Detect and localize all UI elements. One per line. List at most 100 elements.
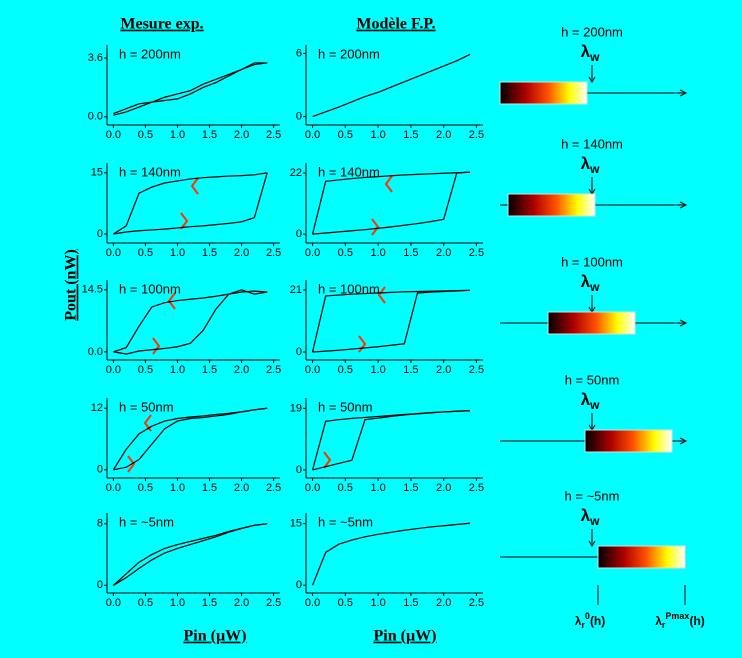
x-tick-label: 2.5	[469, 247, 484, 259]
x-tick-label: 2.0	[436, 364, 451, 376]
data-line	[313, 290, 470, 352]
x-tick-label: 1.0	[370, 247, 385, 259]
annotation: h = 50nm	[119, 399, 174, 414]
x-tick-label: 2.0	[234, 482, 249, 494]
diagram-label: h = 200nm	[561, 24, 623, 39]
suffix: (h)	[689, 614, 704, 628]
x-axis-label: Pin (µW)	[374, 628, 437, 645]
data-line	[113, 63, 267, 115]
x-tick-label: 0.0	[106, 247, 121, 259]
x-tick-label: 1.5	[403, 247, 418, 259]
resonance-label: λrPmax(h)	[655, 611, 705, 630]
x-tick-label: 2.0	[234, 364, 249, 376]
x-tick-label: 0.0	[106, 364, 121, 376]
x-tick-label: 0.5	[138, 247, 153, 259]
subscript: r	[581, 620, 585, 630]
y-tick-label: 15	[91, 167, 103, 179]
x-tick-label: 1.0	[170, 129, 185, 141]
annotation: h = ~5nm	[119, 514, 174, 529]
x-tick-label: 1.5	[202, 129, 217, 141]
x-tick-label: 2.5	[266, 364, 281, 376]
y-tick-label: 3.6	[88, 52, 103, 64]
column-header: Modèle F.P.	[356, 16, 435, 33]
y-tick-label: 12	[91, 402, 103, 414]
annotation: h = 100nm	[119, 281, 181, 296]
x-tick-label: 1.5	[403, 364, 418, 376]
resonance-label: λr0(h)	[575, 611, 606, 630]
data-line	[313, 523, 470, 585]
y-tick-label: 0	[296, 228, 302, 240]
rod	[585, 430, 672, 452]
wavelength-label: λw	[581, 272, 600, 294]
y-tick-label: 21	[290, 284, 302, 296]
rod	[598, 546, 685, 568]
x-tick-label: 0.5	[338, 129, 353, 141]
y-tick-label: 0	[97, 464, 103, 476]
y-tick-label: 0.0	[88, 111, 103, 123]
y-tick-label: 0	[296, 464, 302, 476]
x-tick-label: 0.0	[305, 364, 320, 376]
wavelength-label: λw	[581, 390, 600, 412]
x-tick-label: 1.5	[403, 597, 418, 609]
diagram-label: h = ~5nm	[565, 488, 620, 503]
x-tick-label: 0.0	[106, 597, 121, 609]
annotation: h = 50nm	[318, 399, 373, 414]
x-tick-label: 0.0	[305, 482, 320, 494]
x-tick-label: 2.0	[234, 597, 249, 609]
subscript: w	[589, 162, 600, 176]
x-tick-label: 0.5	[138, 482, 153, 494]
x-tick-label: 2.5	[266, 482, 281, 494]
data-line	[313, 54, 470, 116]
data-line	[313, 172, 470, 234]
rod	[508, 194, 595, 216]
data-line	[113, 524, 267, 586]
data-line	[313, 411, 470, 470]
figure: Mesure exp. Modèle F.P. Pout (nW) Pin (µ…	[0, 0, 742, 658]
subscript: r	[662, 620, 666, 630]
x-tick-label: 2.5	[469, 364, 484, 376]
x-tick-label: 0.5	[338, 364, 353, 376]
diagram-label: h = 140nm	[561, 136, 623, 151]
y-tick-label: 0	[97, 579, 103, 591]
x-tick-label: 1.0	[370, 129, 385, 141]
y-tick-label: 0	[296, 579, 302, 591]
y-tick-label: 0	[97, 228, 103, 240]
data-line	[313, 172, 470, 234]
x-tick-label: 0.0	[305, 597, 320, 609]
x-tick-label: 2.0	[436, 247, 451, 259]
y-axis-label: Pout (nW)	[63, 249, 80, 321]
rod	[548, 312, 635, 334]
x-tick-label: 1.5	[202, 247, 217, 259]
x-tick-label: 0.5	[138, 129, 153, 141]
y-tick-label: 0	[296, 110, 302, 122]
annotation: h = 200nm	[119, 46, 181, 61]
x-tick-label: 1.0	[170, 597, 185, 609]
superscript: Pmax	[665, 611, 689, 621]
suffix: (h)	[590, 614, 605, 628]
wavelength-label: λw	[581, 506, 600, 528]
x-tick-label: 1.5	[403, 482, 418, 494]
x-tick-label: 1.0	[170, 247, 185, 259]
data-line	[113, 173, 267, 234]
x-tick-label: 0.5	[138, 364, 153, 376]
x-tick-label: 0.0	[106, 482, 121, 494]
annotation: h = 140nm	[119, 164, 181, 179]
annotation: h = ~5nm	[318, 514, 373, 529]
x-axis-label: Pin (µW)	[184, 628, 247, 645]
x-tick-label: 2.5	[266, 597, 281, 609]
x-tick-label: 2.0	[234, 247, 249, 259]
y-tick-label: 8	[97, 518, 103, 530]
x-tick-label: 2.5	[469, 597, 484, 609]
wavelength-label: λw	[581, 42, 600, 64]
annotation: h = 200nm	[318, 46, 380, 61]
column-header: Mesure exp.	[120, 16, 203, 33]
x-tick-label: 2.5	[469, 482, 484, 494]
x-tick-label: 2.5	[469, 129, 484, 141]
x-tick-label: 2.5	[266, 247, 281, 259]
subscript: w	[589, 514, 600, 528]
x-tick-label: 2.5	[266, 129, 281, 141]
data-line	[113, 173, 267, 234]
x-tick-label: 0.5	[338, 482, 353, 494]
x-tick-label: 0.5	[138, 597, 153, 609]
x-tick-label: 1.5	[202, 482, 217, 494]
